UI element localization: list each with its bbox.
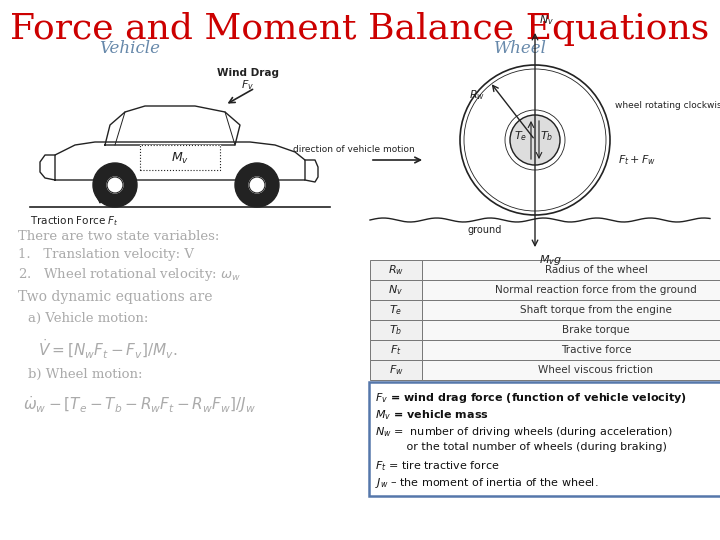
Text: $F_w$: $F_w$ [389, 363, 403, 377]
Text: 2.   Wheel rotational velocity: $\omega_w$: 2. Wheel rotational velocity: $\omega_w$ [18, 266, 241, 283]
Text: $N_v$: $N_v$ [389, 283, 403, 297]
Text: $\dot{\omega}_w - [T_e - T_b - R_w F_t - R_w F_w]/ J_w$: $\dot{\omega}_w - [T_e - T_b - R_w F_t -… [23, 394, 256, 415]
Text: $F_v$ = wind drag force (function of vehicle velocity): $F_v$ = wind drag force (function of veh… [375, 391, 687, 405]
Circle shape [249, 177, 265, 193]
Text: $\dot{V} = [N_w F_t - F_v]/ M_v.$: $\dot{V} = [N_w F_t - F_v]/ M_v.$ [38, 338, 178, 361]
Text: Vehicle: Vehicle [99, 40, 161, 57]
Text: $N_v$: $N_v$ [539, 13, 554, 27]
Text: $F_t + F_w$: $F_t + F_w$ [618, 153, 656, 167]
Text: Wheel viscous friction: Wheel viscous friction [539, 365, 654, 375]
Text: $N_w$ =  number of driving wheels (during acceleration): $N_w$ = number of driving wheels (during… [375, 425, 673, 439]
Text: $T_e$: $T_e$ [390, 303, 402, 317]
Text: Traction Force $F_t$: Traction Force $F_t$ [30, 214, 119, 228]
Text: $T_b$: $T_b$ [390, 323, 402, 337]
Bar [422, 260, 720, 280]
Text: wheel rotating clockwise: wheel rotating clockwise [615, 101, 720, 110]
Bar [422, 280, 720, 300]
Polygon shape [105, 106, 240, 145]
Bar [422, 360, 720, 380]
Text: $F_v$: $F_v$ [241, 78, 255, 92]
Text: b) Wheel motion:: b) Wheel motion: [28, 368, 143, 381]
Text: There are two state variables:: There are two state variables: [18, 230, 220, 243]
Text: $J_w$ – the moment of inertia of the wheel.: $J_w$ – the moment of inertia of the whe… [375, 476, 598, 490]
Bar [370, 320, 422, 340]
Bar [422, 300, 720, 320]
Circle shape [107, 177, 123, 193]
Bar [370, 360, 422, 380]
Text: Two dynamic equations are: Two dynamic equations are [18, 290, 212, 304]
Text: Wind Drag: Wind Drag [217, 68, 279, 78]
Text: 1.   Translation velocity: V: 1. Translation velocity: V [18, 248, 194, 261]
Text: a) Vehicle motion:: a) Vehicle motion: [28, 312, 148, 325]
Text: $R_w$: $R_w$ [388, 263, 404, 277]
Circle shape [93, 163, 137, 207]
FancyBboxPatch shape [369, 382, 720, 496]
Text: $M_v$: $M_v$ [171, 151, 189, 166]
Text: Tractive force: Tractive force [561, 345, 631, 355]
Bar [370, 340, 422, 360]
Bar [422, 340, 720, 360]
Text: $M_v$ = vehicle mass: $M_v$ = vehicle mass [375, 408, 489, 422]
Text: Shaft torque from the engine: Shaft torque from the engine [520, 305, 672, 315]
Text: $F_t$ = tire tractive force: $F_t$ = tire tractive force [375, 459, 500, 473]
Text: Radius of the wheel: Radius of the wheel [544, 265, 647, 275]
Bar [422, 320, 720, 340]
Circle shape [510, 115, 560, 165]
Bar [370, 260, 422, 280]
Text: Normal reaction force from the ground: Normal reaction force from the ground [495, 285, 697, 295]
Polygon shape [140, 145, 220, 170]
Text: $T_e$: $T_e$ [514, 129, 527, 143]
Text: ground: ground [468, 225, 502, 235]
Text: direction of vehicle motion: direction of vehicle motion [293, 145, 415, 154]
Circle shape [235, 163, 279, 207]
Text: $T_b$: $T_b$ [540, 129, 554, 143]
Text: $M_v g$: $M_v g$ [539, 253, 562, 267]
Text: Wheel: Wheel [493, 40, 546, 57]
Bar [370, 300, 422, 320]
Text: $R_w$: $R_w$ [469, 88, 485, 102]
Text: Brake torque: Brake torque [562, 325, 630, 335]
Text: or the total number of wheels (during braking): or the total number of wheels (during br… [375, 442, 667, 452]
Bar [140, 145, 220, 170]
Text: Force and Moment Balance Equations: Force and Moment Balance Equations [10, 12, 710, 46]
Polygon shape [55, 142, 305, 180]
Text: $F_t$: $F_t$ [390, 343, 402, 357]
Bar [370, 280, 422, 300]
